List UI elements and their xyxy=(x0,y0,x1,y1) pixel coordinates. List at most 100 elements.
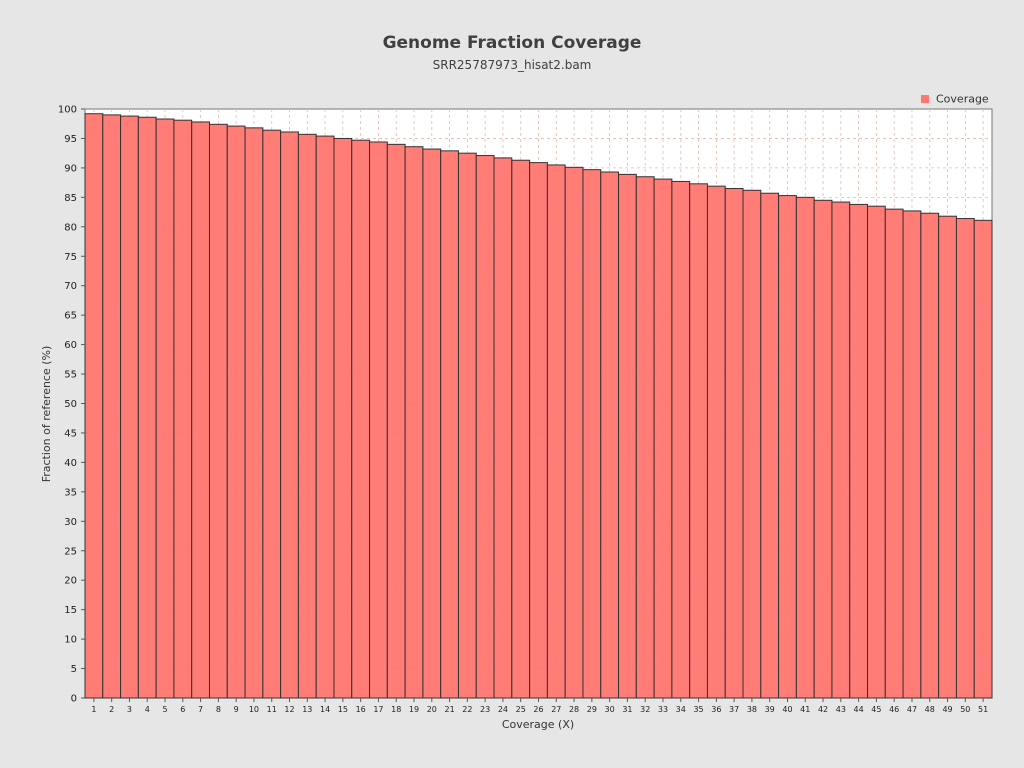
y-tick-label: 100 xyxy=(58,105,77,116)
bar-41 xyxy=(795,196,815,699)
y-tick-label: 15 xyxy=(64,605,77,616)
bar-40 xyxy=(778,195,797,699)
bar-30 xyxy=(600,171,620,699)
x-tick-label: 27 xyxy=(551,705,561,714)
x-tick-label: 41 xyxy=(800,705,810,714)
bar-47 xyxy=(902,210,922,699)
y-tick-label: 80 xyxy=(64,222,77,233)
x-tick-label: 7 xyxy=(198,705,203,714)
y-tick-label: 85 xyxy=(64,193,77,204)
x-tick-label: 38 xyxy=(747,705,757,714)
bar-6 xyxy=(173,119,193,699)
x-tick-label: 13 xyxy=(302,705,312,714)
x-axis-label: Coverage (X) xyxy=(502,718,574,731)
y-tick-label: 55 xyxy=(64,370,77,381)
y-tick-label: 65 xyxy=(64,311,77,322)
x-tick-label: 47 xyxy=(907,705,917,714)
bar-11 xyxy=(262,129,282,699)
y-tick-label: 35 xyxy=(64,487,77,498)
bar-34 xyxy=(671,180,691,699)
bar-42 xyxy=(813,199,833,699)
y-tick-label: 70 xyxy=(64,281,77,292)
bar-33 xyxy=(653,178,673,699)
x-tick-label: 44 xyxy=(854,705,864,714)
x-tick-label: 8 xyxy=(216,705,221,714)
bar-20 xyxy=(422,148,442,699)
x-tick-label: 31 xyxy=(622,705,632,714)
x-tick-label: 16 xyxy=(356,705,366,714)
bar-7 xyxy=(191,121,210,699)
y-tick-label: 60 xyxy=(64,340,77,351)
x-tick-label: 26 xyxy=(533,705,543,714)
bar-32 xyxy=(635,176,655,699)
x-tick-label: 17 xyxy=(373,705,383,714)
bar-27 xyxy=(546,164,566,699)
bar-22 xyxy=(457,152,477,699)
y-tick-label: 10 xyxy=(64,635,77,646)
legend-label: Coverage xyxy=(936,93,989,106)
x-tick-label: 46 xyxy=(889,705,899,714)
bar-5 xyxy=(155,118,175,699)
bar-51 xyxy=(973,219,993,699)
y-tick-label: 40 xyxy=(64,458,77,469)
bar-14 xyxy=(315,135,335,699)
y-tick-label: 5 xyxy=(71,664,77,675)
x-tick-label: 1 xyxy=(91,705,96,714)
x-tick-label: 48 xyxy=(925,705,935,714)
x-tick-label: 11 xyxy=(267,705,277,714)
y-tick-label: 20 xyxy=(64,576,77,587)
x-tick-label: 12 xyxy=(284,705,294,714)
y-tick-label: 25 xyxy=(64,546,77,557)
bar-21 xyxy=(440,150,459,699)
x-tick-label: 18 xyxy=(391,705,401,714)
bar-9 xyxy=(226,125,246,699)
bar-49 xyxy=(938,215,957,699)
bar-3 xyxy=(120,115,139,699)
bar-26 xyxy=(529,162,548,699)
x-tick-label: 6 xyxy=(180,705,185,714)
bar-48 xyxy=(920,212,940,699)
bar-4 xyxy=(137,116,157,699)
bar-31 xyxy=(618,173,637,699)
x-tick-label: 3 xyxy=(127,705,132,714)
y-tick-label: 95 xyxy=(64,134,77,145)
bar-15 xyxy=(333,137,353,699)
x-tick-label: 40 xyxy=(782,705,792,714)
x-tick-label: 50 xyxy=(960,705,970,714)
bar-37 xyxy=(724,188,744,699)
bar-50 xyxy=(955,218,975,699)
x-tick-label: 39 xyxy=(765,705,775,714)
bars xyxy=(84,113,993,699)
bar-46 xyxy=(884,208,904,699)
y-tick-label: 75 xyxy=(64,252,77,263)
bar-44 xyxy=(849,203,869,699)
bar-10 xyxy=(244,127,264,699)
legend-swatch xyxy=(921,95,929,103)
x-tick-label: 43 xyxy=(836,705,846,714)
bar-43 xyxy=(831,201,851,699)
x-tick-label: 14 xyxy=(320,705,330,714)
x-tick-label: 4 xyxy=(145,705,150,714)
bar-13 xyxy=(297,133,317,699)
bar-45 xyxy=(867,205,886,699)
x-tick-label: 2 xyxy=(109,705,114,714)
bar-16 xyxy=(351,139,371,699)
x-tick-label: 19 xyxy=(409,705,419,714)
bar-17 xyxy=(369,141,388,699)
x-tick-label: 30 xyxy=(605,705,615,714)
x-tick-label: 5 xyxy=(162,705,167,714)
x-tick-label: 36 xyxy=(711,705,721,714)
x-tick-label: 15 xyxy=(338,705,348,714)
y-tick-label: 45 xyxy=(64,428,77,439)
x-tick-label: 28 xyxy=(569,705,579,714)
bar-25 xyxy=(511,159,531,699)
x-tick-label: 42 xyxy=(818,705,828,714)
y-axis-ticks: 0 5 10 15 20 25 30 35 40 45 50 55 60 65 70 75 80 85 90 95 10… xyxy=(58,105,85,705)
chart-subtitle: SRR25787973_hisat2.bam xyxy=(433,58,592,72)
bar-23 xyxy=(475,155,495,699)
x-tick-label: 51 xyxy=(978,705,988,714)
x-tick-label: 49 xyxy=(942,705,952,714)
bar-29 xyxy=(582,169,602,699)
x-tick-label: 33 xyxy=(658,705,668,714)
